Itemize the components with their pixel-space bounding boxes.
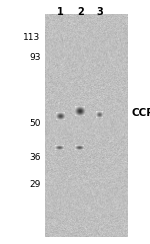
Text: 1: 1 [57, 7, 64, 17]
Text: CCR3: CCR3 [132, 109, 150, 118]
Text: 36: 36 [29, 153, 40, 162]
Text: 3: 3 [96, 7, 103, 17]
Text: 93: 93 [29, 53, 40, 62]
Text: 113: 113 [23, 33, 40, 42]
Text: 50: 50 [29, 119, 40, 128]
Text: 2: 2 [77, 7, 84, 17]
Text: 29: 29 [29, 180, 40, 189]
